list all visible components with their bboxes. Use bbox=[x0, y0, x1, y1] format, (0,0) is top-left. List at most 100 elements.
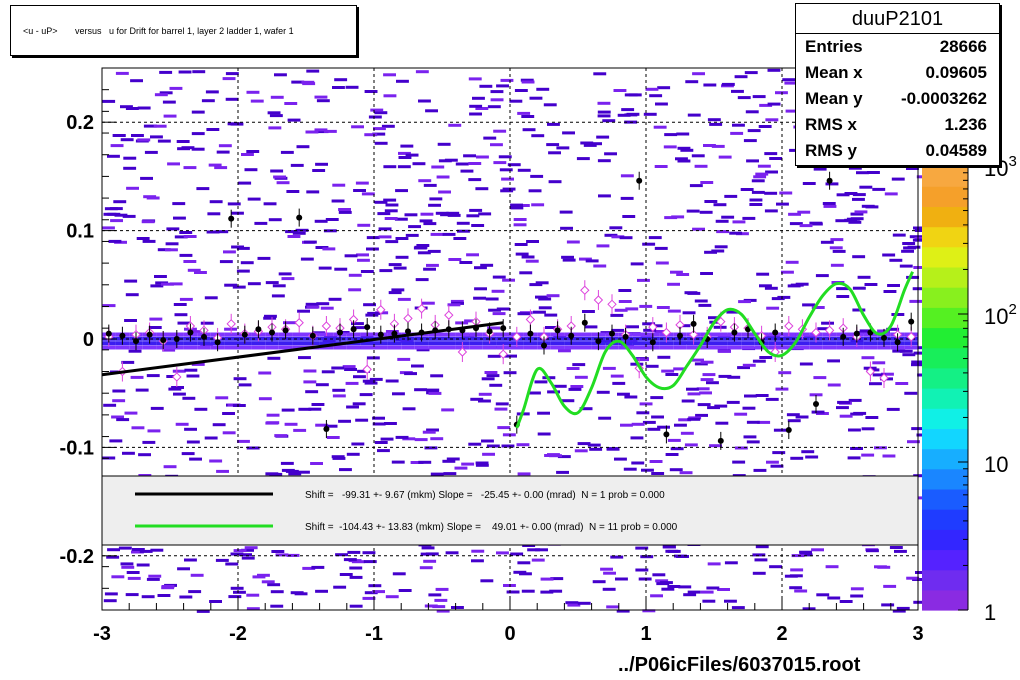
hist-cell bbox=[425, 109, 438, 113]
hist-cell bbox=[490, 98, 504, 102]
stats-row-rms-y: RMS y 0.04589 bbox=[796, 138, 999, 164]
hist-cell bbox=[914, 229, 928, 232]
hist-cell bbox=[538, 297, 552, 301]
hist-core-cell bbox=[782, 341, 796, 346]
hist-cell bbox=[906, 275, 919, 279]
hist-cell bbox=[827, 383, 841, 387]
hist-cell bbox=[415, 70, 429, 74]
hist-cell bbox=[911, 363, 924, 367]
hist-cell bbox=[196, 609, 210, 613]
hist-cell bbox=[233, 549, 247, 553]
hist-cell bbox=[687, 417, 701, 421]
hist-cell bbox=[857, 275, 871, 279]
hist-cell bbox=[397, 297, 411, 301]
hist-cell bbox=[639, 304, 653, 308]
profile-open-marker bbox=[580, 285, 590, 295]
hist-cell bbox=[746, 159, 759, 163]
hist-cell bbox=[676, 273, 690, 276]
hist-cell bbox=[615, 577, 628, 581]
hist-cell bbox=[787, 419, 801, 423]
hist-cell bbox=[206, 230, 220, 234]
hist-cell bbox=[559, 210, 573, 214]
hist-core-cell bbox=[292, 341, 306, 346]
hist-cell bbox=[124, 279, 138, 283]
hist-cell bbox=[548, 151, 561, 155]
hist-cell bbox=[535, 548, 548, 552]
hist-cell bbox=[895, 382, 909, 385]
hist-cell bbox=[238, 383, 252, 387]
hist-cell bbox=[466, 253, 479, 257]
hist-cell bbox=[817, 327, 831, 331]
hist-cell bbox=[624, 93, 638, 97]
hist-cell bbox=[584, 325, 598, 329]
hist-cell bbox=[767, 102, 781, 106]
hist-cell bbox=[402, 407, 416, 411]
hist-cell bbox=[583, 143, 597, 147]
hist-cell bbox=[899, 349, 913, 353]
profile-marker bbox=[133, 338, 139, 345]
color-bar-segment bbox=[922, 509, 968, 530]
hist-cell bbox=[278, 272, 292, 276]
hist-cell bbox=[468, 442, 482, 446]
hist-cell bbox=[391, 288, 405, 292]
hist-cell bbox=[764, 286, 778, 290]
hist-cell bbox=[428, 391, 442, 395]
hist-cell bbox=[126, 186, 139, 190]
hist-cell bbox=[562, 258, 576, 262]
hist-cell bbox=[912, 238, 926, 242]
profile-marker bbox=[690, 320, 697, 327]
profile-open-marker bbox=[226, 319, 236, 329]
hist-cell bbox=[769, 157, 783, 160]
hist-cell bbox=[418, 99, 431, 103]
hist-cell bbox=[574, 375, 588, 379]
hist-cell bbox=[894, 549, 907, 553]
hist-cell bbox=[790, 456, 804, 460]
hist-cell bbox=[252, 575, 266, 579]
hist-cell bbox=[416, 348, 430, 352]
hist-cell bbox=[655, 261, 669, 265]
hist-cell bbox=[577, 601, 591, 605]
hist-cell bbox=[404, 372, 417, 376]
hist-cell bbox=[514, 89, 528, 92]
hist-cell bbox=[131, 134, 144, 137]
hist-cell bbox=[126, 571, 140, 574]
hist-cell bbox=[579, 257, 592, 261]
hist-cell bbox=[651, 415, 664, 419]
profile-marker bbox=[160, 337, 167, 344]
hist-core-cell bbox=[265, 341, 279, 346]
hist-cell bbox=[540, 590, 554, 594]
hist-cell bbox=[707, 118, 721, 122]
hist-cell bbox=[258, 371, 272, 375]
hist-cell bbox=[802, 182, 816, 185]
hist-cell bbox=[159, 91, 173, 95]
hist-cell bbox=[694, 299, 708, 303]
color-tick-label: 1 bbox=[984, 600, 996, 625]
profile-marker bbox=[568, 332, 575, 339]
hist-cell bbox=[480, 263, 494, 267]
hist-cell bbox=[695, 413, 708, 417]
hist-cell bbox=[334, 267, 348, 271]
hist-cell bbox=[357, 369, 370, 373]
hist-core-cell bbox=[795, 341, 810, 346]
hist-core-cell bbox=[822, 345, 837, 350]
hist-cell bbox=[420, 212, 434, 216]
hist-cell bbox=[546, 143, 560, 147]
hist-cell bbox=[430, 472, 444, 476]
profile-open-marker bbox=[865, 366, 876, 377]
hist-cell bbox=[265, 472, 279, 476]
hist-cell bbox=[667, 585, 681, 588]
hist-cell bbox=[664, 133, 678, 137]
hist-cell bbox=[711, 144, 725, 148]
hist-cell bbox=[611, 328, 625, 332]
hist-cell bbox=[631, 422, 645, 426]
hist-cell bbox=[852, 193, 866, 197]
hist-cell bbox=[425, 552, 439, 556]
hist-cell bbox=[673, 367, 687, 371]
hist-cell bbox=[384, 422, 397, 425]
hist-cell bbox=[516, 443, 530, 447]
hist-cell bbox=[657, 355, 671, 359]
hist-core-cell bbox=[605, 345, 619, 350]
hist-cell bbox=[509, 99, 523, 103]
hist-cell bbox=[844, 192, 858, 195]
hist-cell bbox=[478, 392, 492, 396]
